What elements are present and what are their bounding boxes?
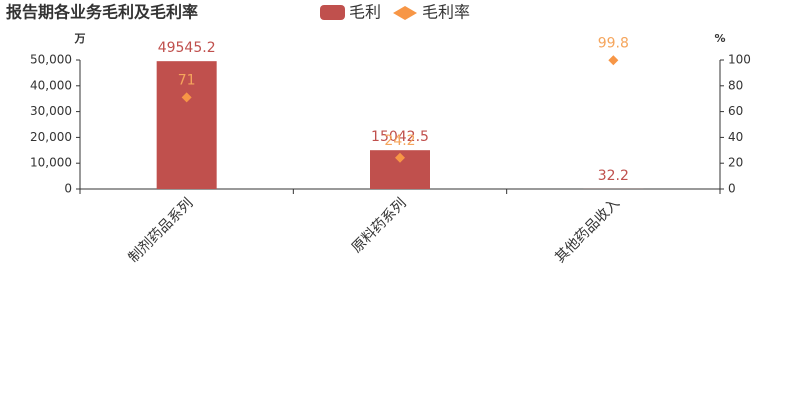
bar-value-label: 49545.2	[158, 40, 216, 56]
rate-point	[181, 92, 192, 103]
y-tick-label: 50,000	[30, 53, 72, 67]
chart-title: 报告期各业务毛利及毛利率	[6, 3, 198, 22]
y2-tick-label: 60	[728, 104, 743, 118]
rate-value-label: 99.8	[598, 35, 629, 51]
rate-point	[608, 55, 619, 66]
x-tick-label: 其他药品收入	[552, 195, 623, 266]
bar-value-label: 32.2	[598, 168, 629, 184]
y2-tick-label: 0	[728, 182, 736, 196]
bar	[156, 61, 217, 189]
bar-value-label: 15042.5	[371, 129, 429, 145]
rate-value-label: 24.2	[384, 133, 415, 149]
y2-tick-label: 80	[728, 78, 743, 92]
rate-value-label: 71	[178, 72, 196, 88]
legend-label: 毛利	[349, 3, 381, 22]
legend-swatch	[320, 5, 345, 20]
x-tick-label: 原料药系列	[349, 195, 410, 256]
y2-unit: %	[714, 32, 725, 45]
y2-tick-label: 40	[728, 130, 743, 144]
legend-swatch	[393, 6, 418, 20]
y-tick-label: 20,000	[30, 130, 72, 144]
y-unit: 万	[74, 32, 86, 45]
y2-tick-label: 20	[728, 156, 743, 170]
y-tick-label: 40,000	[30, 78, 72, 92]
y-tick-label: 10,000	[30, 156, 72, 170]
legend-label: 毛利率	[422, 3, 470, 22]
x-tick-label: 制剂药品系列	[126, 195, 197, 266]
y-tick-label: 0	[64, 182, 72, 196]
y-tick-label: 30,000	[30, 104, 72, 118]
y2-tick-label: 100	[728, 53, 751, 67]
rate-point	[395, 152, 405, 163]
